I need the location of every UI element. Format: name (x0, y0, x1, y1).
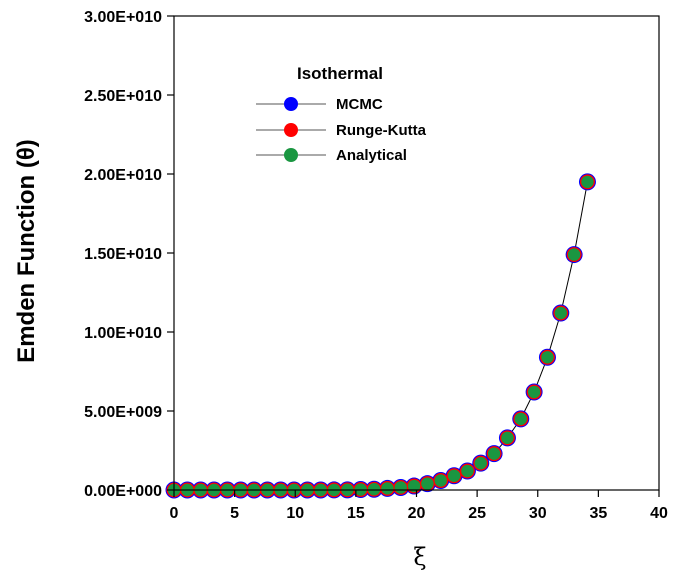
x-tick-label: 0 (170, 505, 179, 522)
x-tick-label: 30 (529, 505, 547, 522)
point-analytical (567, 248, 581, 261)
point-analytical (541, 351, 554, 364)
point-analytical (501, 431, 514, 445)
y-tick-label: 1.50E+010 (84, 246, 162, 263)
y-tick-label: 5.00E+009 (84, 404, 162, 421)
x-tick-label: 35 (589, 505, 607, 522)
x-axis-title: ξ (413, 543, 426, 571)
y-axis-title: Emden Function (θ) (13, 139, 40, 363)
y-tick-label: 1.00E+010 (84, 325, 162, 342)
point-analytical (581, 175, 594, 189)
x-tick-label: 40 (650, 505, 668, 522)
legend-marker (284, 97, 298, 111)
series-line (174, 181, 588, 491)
x-tick-label: 20 (408, 505, 426, 522)
point-analytical (461, 464, 474, 478)
legend-label: Runge-Kutta (336, 122, 427, 139)
legend: Isothermal MCMC Runge-Kutta Analytical (256, 64, 427, 164)
plot-frame (173, 15, 660, 491)
legend-marker (284, 148, 298, 162)
point-analytical (554, 306, 567, 320)
point-analytical (394, 481, 407, 494)
legend-label: Analytical (336, 147, 407, 164)
y-tick-label: 0.00E+000 (84, 483, 162, 500)
point-analytical (434, 474, 447, 487)
x-tick-label: 15 (347, 505, 365, 522)
legend-title: Isothermal (297, 64, 383, 83)
x-tick-label: 25 (468, 505, 486, 522)
point-analytical (527, 385, 541, 399)
x-tick-label: 10 (286, 505, 304, 522)
axes: 0 5 10 15 20 25 30 35 40 0.00E+000 5.00E+009 1.00E+… (84, 9, 668, 522)
legend-marker (284, 123, 298, 137)
point-analytical (447, 469, 461, 482)
point-analytical (407, 479, 421, 493)
x-tick-label: 5 (230, 505, 239, 522)
point-analytical (421, 477, 434, 490)
point-analytical (514, 412, 527, 426)
point-analytical (474, 456, 487, 470)
plot-area (165, 173, 596, 499)
point-analytical (367, 483, 381, 496)
y-tick-label: 2.50E+010 (84, 88, 162, 105)
legend-label: MCMC (336, 96, 383, 113)
point-analytical (381, 482, 394, 495)
point-analytical (487, 447, 501, 460)
y-tick-label: 3.00E+010 (84, 9, 162, 26)
y-tick-label: 2.00E+010 (84, 167, 162, 184)
